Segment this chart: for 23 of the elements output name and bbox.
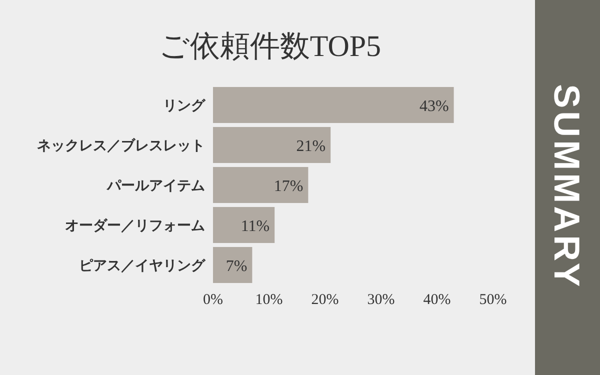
bar [213,167,308,203]
data-label: 7% [226,258,248,275]
y-tick-label: ピアス／イヤリング [79,258,206,274]
x-tick-label: 20% [311,292,339,308]
y-tick-label: ネックレス／ブレスレット [37,137,205,154]
x-tick-label: 40% [423,292,451,308]
bar [213,127,331,163]
text: SUMMARY [546,84,588,290]
x-tick-label: 0% [203,292,223,308]
data-label: 21% [296,138,326,155]
x-tick-label: 10% [255,292,283,308]
bar [213,247,252,283]
x-tick-label: 30% [367,292,395,308]
bar [213,87,454,123]
chart-title: ご依頼件数TOP5 [158,30,382,63]
y-tick-label: リング [163,98,206,114]
y-tick-label: オーダー／リフォーム [65,218,205,234]
data-label: 11% [240,218,270,235]
x-tick-label: 50% [479,292,507,308]
bar [213,207,275,243]
y-tick-label: パールアイテム [106,179,205,194]
data-label: 43% [419,98,449,115]
data-label: 17% [274,178,304,195]
